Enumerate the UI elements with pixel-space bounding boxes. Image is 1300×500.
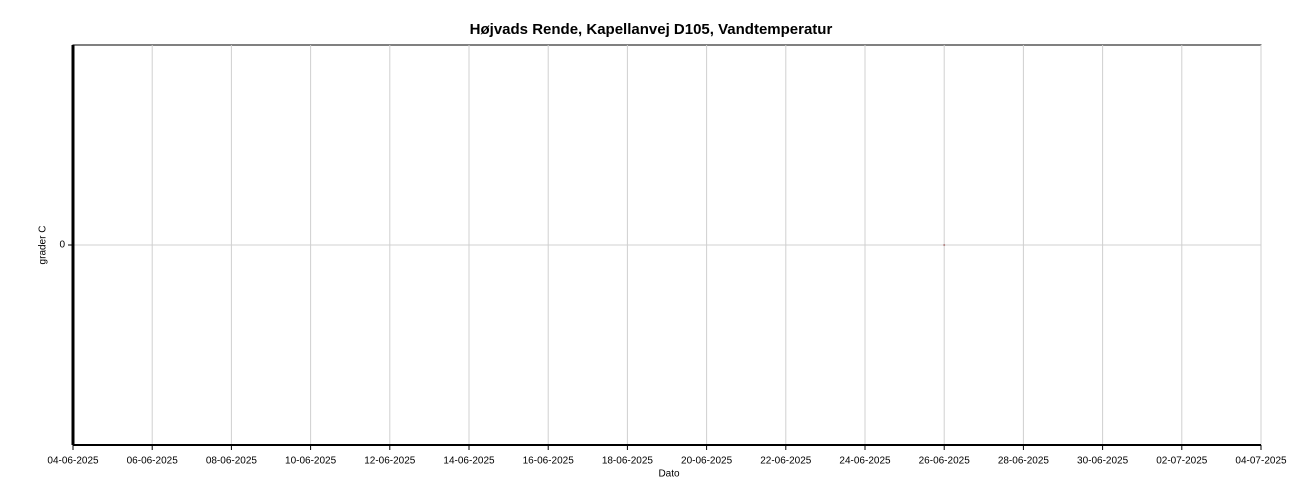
x-tick-label: 16-06-2025 xyxy=(523,456,575,467)
x-tick-label: 10-06-2025 xyxy=(285,456,337,467)
x-tick-label: 18-06-2025 xyxy=(602,456,654,467)
x-tick-label: 04-06-2025 xyxy=(47,456,99,467)
x-tick-label: 04-07-2025 xyxy=(1235,456,1287,467)
x-tick-label: 02-07-2025 xyxy=(1156,456,1208,467)
x-tick-label: 26-06-2025 xyxy=(919,456,971,467)
data-point xyxy=(943,244,946,246)
x-tick-label: 20-06-2025 xyxy=(681,456,733,467)
x-tick-label: 24-06-2025 xyxy=(839,456,891,467)
chart-title: Højvads Rende, Kapellanvej D105, Vandtem… xyxy=(470,21,833,38)
x-tick-label: 06-06-2025 xyxy=(127,456,179,467)
x-tick-label: 30-06-2025 xyxy=(1077,456,1129,467)
x-tick-label: 12-06-2025 xyxy=(364,456,416,467)
y-axis-label: grader C xyxy=(38,226,49,265)
x-axis-label: Dato xyxy=(658,469,680,480)
x-tick-label: 08-06-2025 xyxy=(206,456,258,467)
y-tick-label: 0 xyxy=(59,240,65,251)
x-tick-label: 22-06-2025 xyxy=(760,456,812,467)
x-tick-label: 28-06-2025 xyxy=(998,456,1050,467)
x-tick-label: 14-06-2025 xyxy=(443,456,495,467)
